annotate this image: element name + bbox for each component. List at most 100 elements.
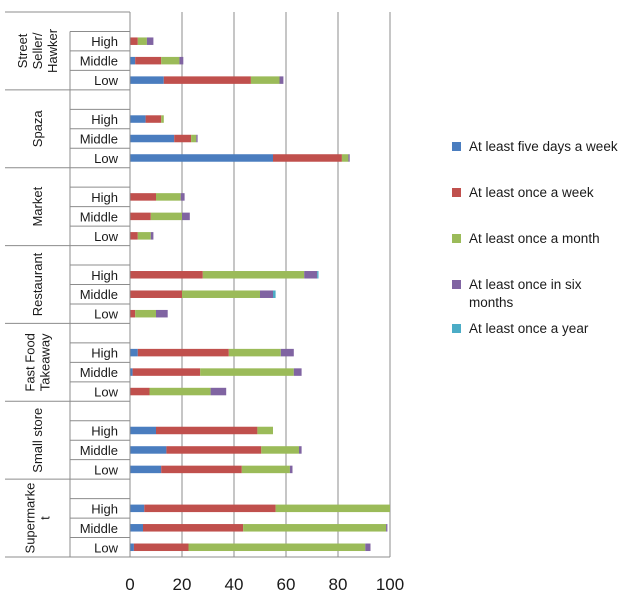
level-label: Low [94, 151, 118, 166]
bar-2-2-1 [130, 232, 138, 240]
legend-item-five-days: At least five days a week [452, 138, 638, 156]
legend-swatch-six-months [452, 280, 461, 289]
group-label: Hawker [45, 28, 60, 73]
bar-0-1-2 [161, 56, 180, 65]
bar-1-1-0 [130, 134, 175, 143]
group-label: Restaurant [30, 252, 45, 316]
level-label: Low [94, 307, 118, 322]
bar-1-0-1 [145, 115, 162, 123]
legend-item-six-months: At least once in six months [452, 276, 619, 312]
level-label: High [91, 346, 118, 361]
bar-3-0-4 [317, 271, 319, 279]
x-tick-label: 80 [329, 575, 348, 594]
bar-5-1-0 [130, 446, 167, 454]
x-tick-label: 0 [125, 575, 134, 594]
group-label: Small store [30, 408, 45, 473]
level-label: Low [94, 540, 118, 555]
legend-item-once-week: At least once a week [452, 184, 638, 202]
level-label: Low [94, 229, 118, 244]
bar-5-1-2 [261, 446, 299, 454]
legend-swatch-once-year [452, 324, 461, 333]
bar-1-1-1 [174, 134, 192, 143]
group-label: t [38, 516, 53, 520]
bar-4-0-0 [130, 348, 138, 357]
bar-1-2-3 [348, 154, 350, 162]
level-label: Middle [80, 132, 118, 147]
bar-3-1-2 [182, 290, 260, 298]
level-label: Low [94, 73, 118, 88]
bar-2-1-3 [182, 212, 190, 221]
bar-1-1-2 [191, 134, 197, 143]
level-label: High [91, 501, 118, 516]
bar-3-0-1 [130, 271, 203, 279]
bar-1-0-2 [161, 115, 164, 123]
legend-label-once-month: At least once a month [469, 231, 600, 246]
group-label: Supermarke [23, 483, 38, 554]
legend-swatch-once-week [452, 188, 461, 197]
bar-0-2-3 [279, 76, 284, 84]
level-label: High [91, 112, 118, 127]
chart-legend: At least five days a week At least once … [452, 0, 638, 400]
legend-swatch-five-days [452, 142, 461, 151]
bar-0-0-2 [137, 37, 147, 45]
bar-4-0-2 [228, 348, 281, 357]
legend-swatch-once-month [452, 234, 461, 243]
bar-2-2-2 [137, 232, 151, 240]
bar-0-1-0 [130, 56, 136, 65]
bar-0-0-1 [130, 37, 138, 45]
bar-0-2-0 [130, 76, 164, 84]
bar-5-0-1 [156, 426, 258, 435]
x-tick-label: 60 [277, 575, 296, 594]
bar-3-0-2 [202, 271, 305, 279]
bar-6-1-1 [143, 524, 244, 532]
group-label: Takeaway [38, 333, 53, 391]
legend-label-six-months: At least once in six months [469, 277, 582, 310]
level-label: Middle [80, 209, 118, 224]
level-label: Middle [80, 521, 118, 536]
bar-5-1-1 [166, 446, 262, 454]
bar-4-0-3 [280, 348, 294, 357]
bar-4-1-2 [200, 368, 294, 376]
bar-0-2-1 [163, 76, 251, 84]
group-label: Fast Food [23, 333, 38, 392]
level-label: High [91, 34, 118, 49]
bar-5-0-2 [257, 426, 273, 435]
bar-4-1-0 [130, 368, 133, 376]
bar-3-2-1 [130, 309, 136, 318]
bar-6-0-0 [130, 504, 145, 513]
bar-5-2-2 [241, 465, 290, 474]
bar-3-1-4 [273, 290, 276, 298]
group-label: Street [15, 33, 30, 68]
bar-0-1-1 [135, 56, 162, 65]
level-label: High [91, 268, 118, 283]
group-label: Seller/ [30, 32, 45, 69]
bar-6-0-2 [275, 504, 390, 513]
bar-6-2-1 [133, 543, 189, 552]
bar-3-2-3 [156, 309, 168, 318]
level-label: Middle [80, 54, 118, 69]
x-tick-label: 20 [173, 575, 192, 594]
bar-2-2-3 [150, 232, 154, 240]
bar-2-1-1 [130, 212, 151, 221]
bar-3-2-2 [135, 309, 156, 318]
bar-2-0-1 [130, 193, 156, 201]
level-label: Middle [80, 443, 118, 458]
x-tick-label: 100 [376, 575, 404, 594]
level-label: Middle [80, 287, 118, 302]
bar-6-1-3 [386, 524, 388, 532]
level-label: High [91, 423, 118, 438]
level-label: High [91, 190, 118, 205]
bar-1-2-0 [130, 154, 273, 162]
bar-3-1-3 [260, 290, 273, 298]
legend-label-once-week: At least once a week [469, 185, 594, 200]
bar-5-2-1 [161, 465, 242, 474]
bar-2-0-3 [180, 193, 185, 201]
legend-label-once-year: At least once a year [469, 321, 589, 336]
bar-1-2-2 [341, 154, 349, 162]
group-label: Market [30, 186, 45, 226]
bar-1-2-1 [273, 154, 342, 162]
bar-3-0-3 [304, 271, 318, 279]
bar-0-0-3 [146, 37, 154, 45]
bar-0-1-3 [179, 56, 184, 65]
